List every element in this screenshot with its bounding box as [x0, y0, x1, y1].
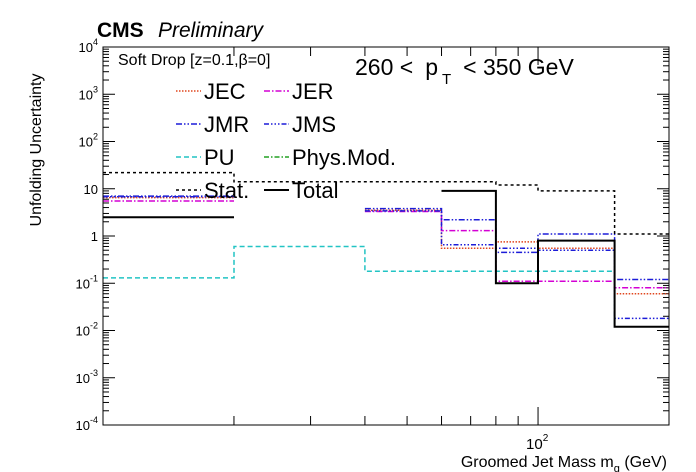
x-axis-title-sub: g	[614, 463, 620, 472]
series-line-pu	[103, 245, 669, 328]
x-axis-title-main: Groomed Jet Mass m	[461, 454, 614, 471]
groomer-annotation: Soft Drop [z=0.1,β=0]	[118, 52, 270, 69]
series-line-jms	[364, 210, 669, 320]
experiment-label: CMS	[97, 19, 144, 42]
x-tick-label: 102	[526, 433, 549, 453]
pt-symbol: p	[425, 54, 438, 80]
pt-high: < 350 GeV	[463, 54, 574, 80]
pt-low: 260 <	[355, 54, 413, 80]
legend-label-stat: Stat.	[204, 178, 249, 203]
y-tick-label: 103	[79, 84, 98, 102]
legend-label-phys-mod: Phys.Mod.	[292, 145, 396, 170]
legend-label-jec: JEC	[204, 79, 246, 104]
series-line-jmr	[364, 207, 669, 281]
y-axis-title: Unfolding Uncertainty	[28, 74, 45, 227]
series-group	[103, 171, 669, 328]
pt-range-annotation: 260 < p T < 350 GeV	[355, 54, 574, 88]
legend-label-jer: JER	[292, 79, 334, 104]
axis-ticks	[103, 46, 669, 426]
x-axis-title: Groomed Jet Mass mg (GeV)	[461, 454, 667, 472]
series-line-jer	[364, 210, 669, 289]
legend-label-total: Total	[292, 178, 338, 203]
y-tick-label: 10-1	[76, 273, 98, 291]
plot-frame	[102, 46, 670, 426]
series-line-jec	[364, 209, 669, 295]
legend-label-jmr: JMR	[204, 112, 249, 137]
tick-labels: 10-4 10-3 10-2 10-1 1 10 102 103 104 102	[76, 37, 549, 453]
y-tick-label: 102	[79, 132, 98, 150]
y-tick-label: 104	[79, 37, 98, 55]
y-tick-label: 10	[84, 182, 98, 197]
y-tick-label: 10-4	[76, 415, 98, 433]
legend: JEC JER JMR JMS PU Phys.Mod. Stat. Total	[176, 79, 396, 203]
y-tick-label: 10-2	[76, 321, 98, 339]
series-line-stat	[103, 171, 669, 235]
legend-label-pu: PU	[204, 145, 235, 170]
status-label: Preliminary	[158, 19, 265, 42]
y-tick-label: 1	[91, 229, 98, 244]
pt-subscript: T	[442, 71, 451, 88]
y-tick-label: 10-3	[76, 368, 98, 386]
x-axis-title-unit: (GeV)	[620, 454, 667, 471]
series-line-total	[441, 189, 669, 328]
legend-label-jms: JMS	[292, 112, 336, 137]
